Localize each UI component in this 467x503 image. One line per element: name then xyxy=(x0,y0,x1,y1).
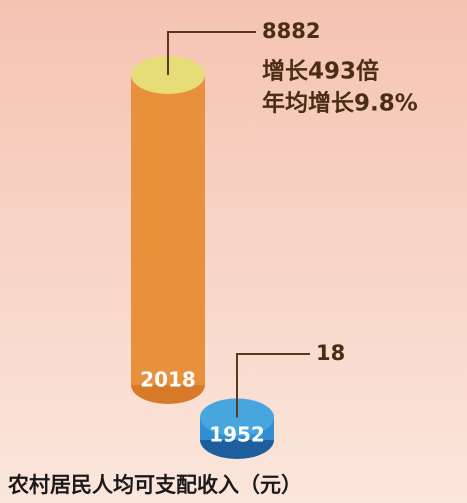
bar xyxy=(131,75,205,385)
annotation: 年均增长9.8% xyxy=(262,90,418,117)
chart: 农村居民人均可支配收入（元） 2018 8882 1952 18 增长493倍年均增长9… xyxy=(0,0,467,503)
chart-title: 农村居民人均可支配收入（元） xyxy=(7,473,302,497)
annotation: 增长493倍 xyxy=(262,58,379,85)
value-label: 18 xyxy=(316,341,345,365)
category-label: 1952 xyxy=(209,423,265,447)
value-label: 8882 xyxy=(262,19,320,43)
category-label: 2018 xyxy=(140,368,196,392)
